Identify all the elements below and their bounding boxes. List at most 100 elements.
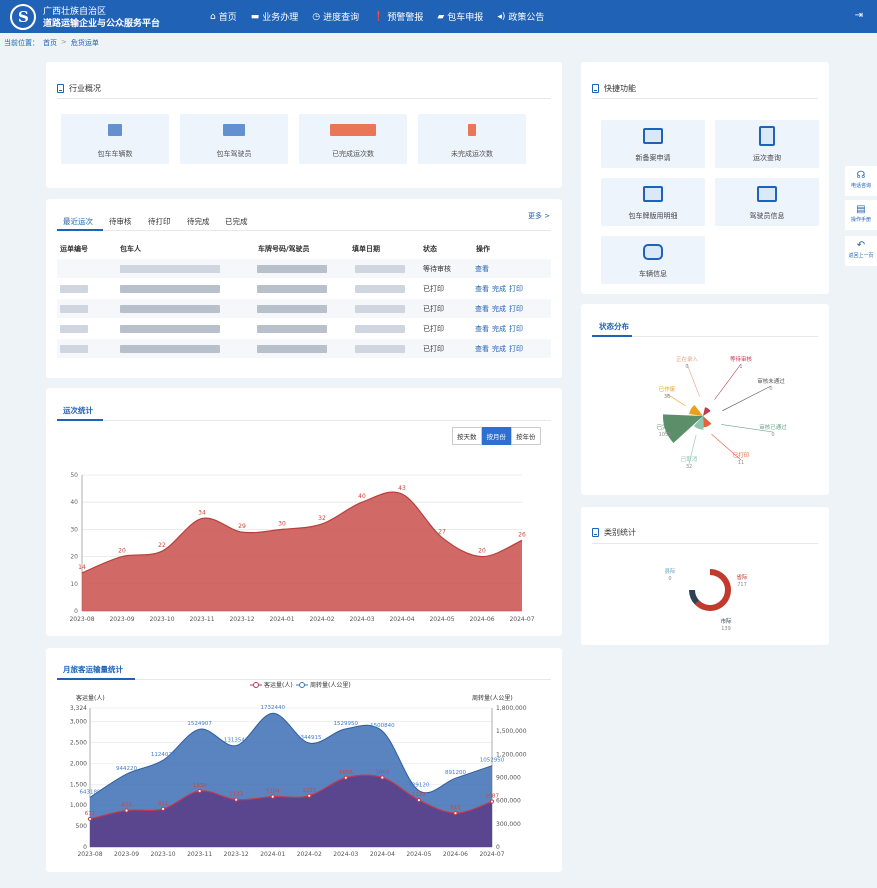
trip-stats-chart: 0 10 20 30 40 50 14 2023-08 20 2023-09 22 2023-10 34… xyxy=(69,472,534,623)
slice-label: 已作废 xyxy=(659,385,676,393)
passenger-stats-title: 月旅客运输量统计 xyxy=(63,665,123,674)
data-point-passengers xyxy=(87,816,93,822)
rose-slice xyxy=(703,416,712,428)
view-link[interactable]: 查看 xyxy=(475,305,489,313)
slice-leader xyxy=(688,434,697,465)
left-tick-label: 500 xyxy=(76,823,88,830)
status-cell: 已打印 xyxy=(423,345,444,353)
title-underline xyxy=(57,678,135,680)
calendar-search-icon xyxy=(759,126,775,146)
print-link[interactable]: 打印 xyxy=(509,285,523,293)
briefcase-icon: ▬ xyxy=(250,11,260,22)
home-icon: ⌂ xyxy=(210,11,216,22)
print-link[interactable]: 打印 xyxy=(509,305,523,313)
slice-label: 县际 xyxy=(664,567,676,575)
table-row[interactable]: 已打印 查看 完成 打印 xyxy=(57,339,551,358)
table-row[interactable]: 已打印 查看 完成 打印 xyxy=(57,279,551,298)
status-pie-chart: 正在录入0等待审核1审核未通过0审核已通过0已打印11已取消32已完成1055已… xyxy=(657,355,788,470)
tab-completed[interactable]: 已完成 xyxy=(225,217,248,226)
donut-slice xyxy=(694,569,731,611)
slice-leader xyxy=(721,424,774,433)
tab-pending-print[interactable]: 待打印 xyxy=(148,217,171,226)
view-link[interactable]: 查看 xyxy=(475,265,489,273)
left-tick-label: 3,000 xyxy=(70,719,87,726)
slice-value: 1055 xyxy=(659,432,672,438)
divider xyxy=(632,336,818,337)
masked-cell xyxy=(120,305,220,313)
breadcrumb-home[interactable]: 首页 xyxy=(43,39,57,47)
view-link[interactable]: 查看 xyxy=(475,285,489,293)
logout-icon[interactable]: ⇥ xyxy=(854,10,863,21)
data-point-passengers xyxy=(489,799,495,804)
ops-cell: 查看 完成 打印 xyxy=(475,284,523,294)
period-toggle: 按天数 按月份 按年份 xyxy=(452,427,541,445)
stat-charter-drivers[interactable]: 包车驾驶员 xyxy=(180,114,288,164)
bus-icon xyxy=(643,244,663,260)
x-tick-label: 2023-12 xyxy=(229,616,254,623)
column-header: 包车人 xyxy=(120,245,141,253)
nav-charter[interactable]: ▰ 包车申报 xyxy=(437,10,483,24)
rose-slice xyxy=(689,404,703,416)
series-line xyxy=(81,491,523,574)
logo-glyph: S xyxy=(18,8,29,26)
complete-link[interactable]: 完成 xyxy=(492,345,506,353)
view-link[interactable]: 查看 xyxy=(475,345,489,353)
by-month-button[interactable]: 按月份 xyxy=(481,427,511,445)
stat-completed-trips[interactable]: 已完成运次数 xyxy=(299,114,407,164)
slice-value: 0 xyxy=(685,364,688,370)
tab-recent[interactable]: 最近运次 xyxy=(63,217,93,226)
column-header: 填单日期 xyxy=(352,245,380,253)
x-tick-label: 2024-01 xyxy=(269,616,294,623)
complete-link[interactable]: 完成 xyxy=(492,325,506,333)
nav-warning[interactable]: ❗ 预警警报 xyxy=(373,10,424,24)
column-header: 车牌号码/驾驶员 xyxy=(258,245,310,253)
slice-label: 已取消 xyxy=(681,455,698,463)
nav-business[interactable]: ▬ 业务办理 xyxy=(250,10,299,24)
by-day-button[interactable]: 按天数 xyxy=(452,427,482,445)
data-point-passengers xyxy=(270,794,275,799)
stat-charter-vehicles[interactable]: 包车车辆数 xyxy=(61,114,169,164)
masked-cell xyxy=(257,265,327,273)
table-row[interactable]: 已打印 查看 完成 打印 xyxy=(57,299,551,318)
section-title-text: 行业概况 xyxy=(69,84,101,93)
rose-slice xyxy=(693,416,704,430)
nav-progress[interactable]: ◷ 进度查询 xyxy=(312,10,360,24)
alert-icon: ❗ xyxy=(373,11,385,22)
print-link[interactable]: 打印 xyxy=(509,325,523,333)
breadcrumb-separator: > xyxy=(61,38,67,46)
x-tick-label: 2024-04 xyxy=(370,851,395,858)
x-tick-label: 2024-02 xyxy=(297,851,322,858)
data-label-turnover: 729120 xyxy=(408,783,429,789)
view-link[interactable]: 查看 xyxy=(475,325,489,333)
manual-button[interactable]: ▤ 操作手册 xyxy=(845,200,877,230)
nav-policy[interactable]: ◂) 政策公告 xyxy=(497,10,544,24)
new-filing-button[interactable]: 新备案申请 xyxy=(601,120,705,168)
slice-label: 省际 xyxy=(736,573,748,581)
back-button[interactable]: ↶ 返回上一页 xyxy=(845,236,877,266)
print-link[interactable]: 打印 xyxy=(509,345,523,353)
data-point-passengers xyxy=(197,788,202,794)
stat-incomplete-trips[interactable]: 未完成运次数 xyxy=(418,114,526,164)
tab-pending-complete[interactable]: 待完成 xyxy=(187,217,210,226)
data-label: 29 xyxy=(238,523,246,530)
plate-usage-button[interactable]: 包车牌版用明细 xyxy=(601,178,705,226)
table-row[interactable]: 等待审核 查看 xyxy=(57,259,551,278)
trip-query-button[interactable]: 运次查询 xyxy=(715,120,819,168)
driver-info-button[interactable]: 驾驶员信息 xyxy=(715,178,819,226)
complete-link[interactable]: 完成 xyxy=(492,285,506,293)
document-icon xyxy=(57,84,64,93)
vehicle-info-button[interactable]: 车辆信息 xyxy=(601,236,705,284)
table-row[interactable]: 已打印 查看 完成 打印 xyxy=(57,319,551,338)
masked-cell xyxy=(257,305,327,313)
by-year-button[interactable]: 按年份 xyxy=(511,427,541,445)
plate-icon xyxy=(643,186,663,202)
document-icon xyxy=(592,528,599,537)
tab-pending-review[interactable]: 待审核 xyxy=(109,217,132,226)
phone-consult-button[interactable]: ☊ 电话咨询 xyxy=(845,166,877,196)
more-link[interactable]: 更多 > xyxy=(528,212,551,220)
status-cell: 已打印 xyxy=(423,305,444,313)
nav-home[interactable]: ⌂ 首页 xyxy=(210,10,237,24)
nav-label: 进度查询 xyxy=(323,13,360,23)
nav-label: 预警警报 xyxy=(387,13,424,23)
complete-link[interactable]: 完成 xyxy=(492,305,506,313)
